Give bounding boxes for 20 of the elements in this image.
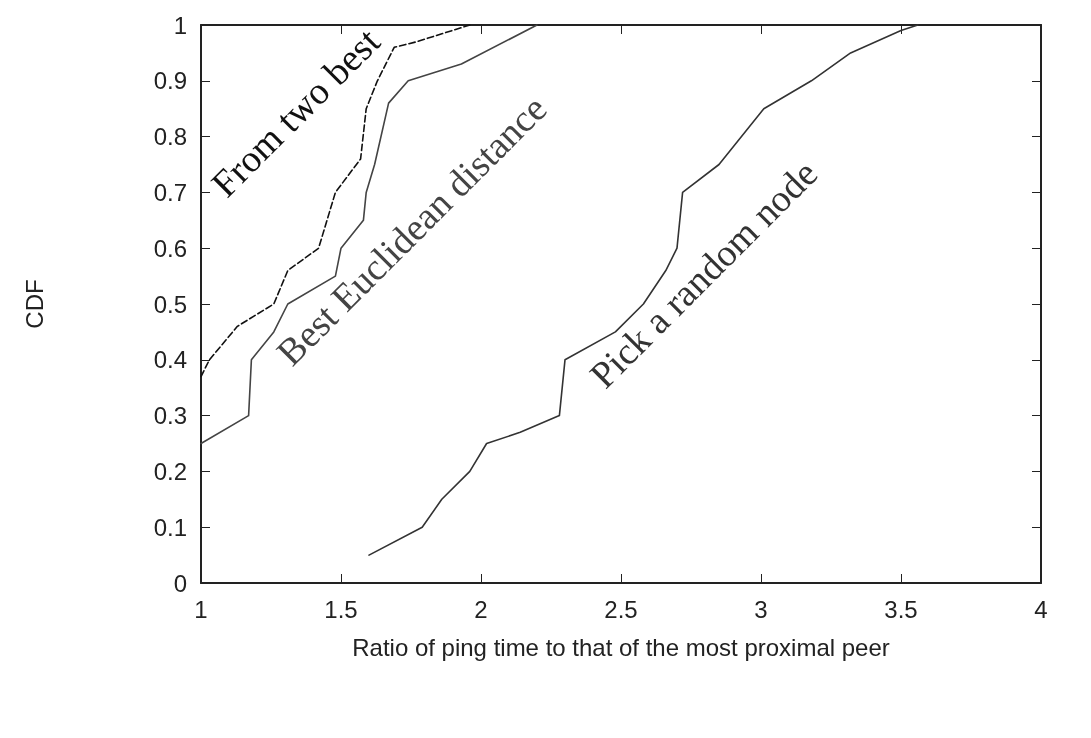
x-tick-label: 4 bbox=[1034, 595, 1048, 623]
y-tick-label: 0.7 bbox=[153, 178, 187, 206]
y-tick-label: 0.8 bbox=[153, 123, 187, 151]
x-tick-label: 1 bbox=[194, 595, 208, 623]
y-tick-label: 0.6 bbox=[153, 234, 187, 262]
x-axis-title: Ratio of ping time to that of the most proximal peer bbox=[352, 633, 890, 661]
y-tick-label: 0.1 bbox=[153, 513, 187, 541]
y-tick-label: 0.9 bbox=[153, 67, 187, 95]
x-tick-label: 2 bbox=[474, 595, 488, 623]
y-tick-label: 0.4 bbox=[153, 346, 187, 374]
y-tick-label: 0.5 bbox=[153, 290, 187, 318]
x-tick-label: 2.5 bbox=[604, 595, 638, 623]
y-tick-label: 0.2 bbox=[153, 457, 187, 485]
x-tick-label: 3.5 bbox=[884, 595, 918, 623]
x-tick-label: 1.5 bbox=[324, 595, 358, 623]
y-tick-label: 0 bbox=[173, 569, 187, 597]
x-tick-label: 3 bbox=[754, 595, 768, 623]
y-axis-title: CDF bbox=[20, 279, 48, 329]
y-tick-label: 1 bbox=[173, 11, 187, 39]
y-tick-label: 0.3 bbox=[153, 402, 187, 430]
